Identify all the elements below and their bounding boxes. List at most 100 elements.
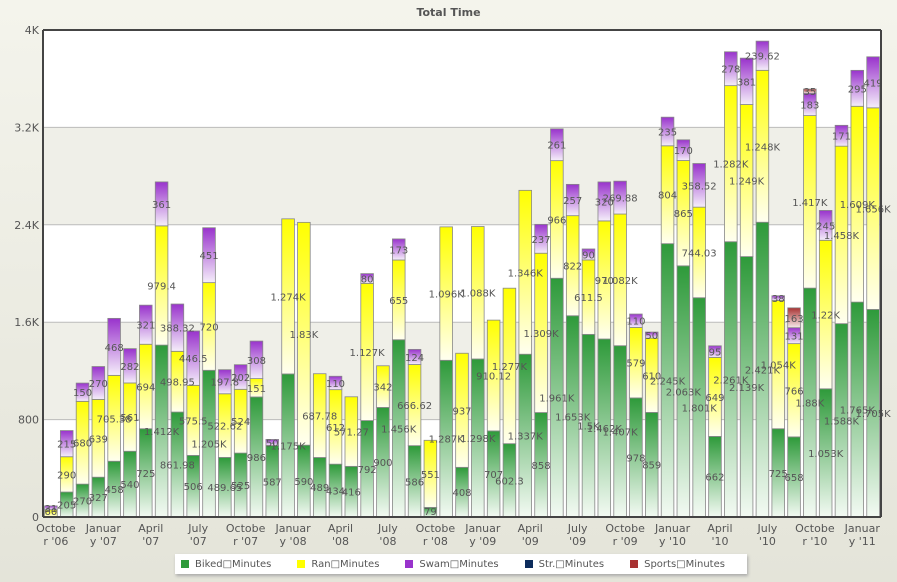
data-label: 586 xyxy=(405,477,424,488)
legend-item[interactable]: Biked□Minutes xyxy=(181,559,271,570)
data-label: 662 xyxy=(705,473,724,484)
bar-segment xyxy=(218,369,232,395)
x-tick-label: y '10 xyxy=(659,535,686,548)
bar-segment xyxy=(360,273,374,284)
x-tick-label: July xyxy=(567,522,588,535)
data-label: 416 xyxy=(342,488,361,499)
bar-segment xyxy=(139,304,153,345)
data-label: 489.65 xyxy=(207,483,242,494)
legend-label: Biked□Minutes xyxy=(195,558,272,570)
data-label: 666.62 xyxy=(397,401,432,412)
bar-segment xyxy=(423,439,438,508)
bar-segment xyxy=(344,396,359,467)
data-label: 321 xyxy=(136,321,155,332)
legend-item[interactable]: Sports□Minutes xyxy=(630,559,725,570)
data-label: 215 xyxy=(57,440,76,451)
data-label: 590 xyxy=(294,477,313,488)
data-label: 725 xyxy=(769,469,788,480)
data-label: 95 xyxy=(709,348,722,359)
data-label: 50 xyxy=(266,438,279,449)
data-label: 2.139K xyxy=(729,383,765,394)
bar-segment xyxy=(834,124,849,147)
data-label: 859 xyxy=(642,461,661,472)
data-label: 861.98 xyxy=(160,461,195,472)
data-label: 205 xyxy=(57,501,76,512)
x-tick-label: April xyxy=(138,522,163,535)
bar-segment xyxy=(439,226,453,361)
data-label: 1.656K xyxy=(856,205,892,216)
bar-segment xyxy=(850,69,865,107)
data-label: 1.462K xyxy=(587,424,623,435)
data-label: 966 xyxy=(547,215,566,226)
bar-segment xyxy=(107,317,121,376)
x-tick-label: '07 xyxy=(190,535,207,548)
y-tick-label: 1.6K xyxy=(14,316,39,329)
data-label: 237 xyxy=(532,235,551,246)
bar-segment xyxy=(739,57,754,105)
data-label: 1.282K xyxy=(713,160,749,171)
bar-segment xyxy=(708,345,722,358)
data-label: 611.5 xyxy=(574,293,603,304)
data-label: 587 xyxy=(263,477,282,488)
data-label: 725 xyxy=(136,469,155,480)
data-label: 295 xyxy=(848,84,867,95)
x-tick-label: '10 xyxy=(759,535,776,548)
data-label: 60 xyxy=(45,507,58,518)
data-label: 525 xyxy=(231,481,250,492)
x-tick-label: r '06 xyxy=(43,535,68,548)
y-tick-label: 4K xyxy=(25,24,40,37)
bar-segment xyxy=(866,56,880,109)
legend-item[interactable]: Str.□Minutes xyxy=(524,559,604,570)
bar-segment xyxy=(486,319,501,432)
data-label: 1.287K xyxy=(429,435,465,446)
legend-label: Ran□Minutes xyxy=(311,558,380,570)
bar-segment xyxy=(550,128,564,162)
data-label: 124 xyxy=(405,353,424,364)
x-tick-label: r '07 xyxy=(233,535,258,548)
legend-swatch xyxy=(524,560,533,568)
data-label: 744.03 xyxy=(682,248,717,259)
data-label: 766 xyxy=(784,386,803,397)
x-tick-label: April xyxy=(518,522,543,535)
data-label: 1.082K xyxy=(603,276,639,287)
legend-item[interactable]: Ran□Minutes xyxy=(297,559,379,570)
data-label: 235 xyxy=(658,127,677,138)
x-tick-label: Januar xyxy=(274,522,311,535)
data-label: 197.8 xyxy=(211,378,240,389)
data-label: 979.4 xyxy=(147,281,176,292)
data-label: 694 xyxy=(136,382,155,393)
legend-swatch xyxy=(630,560,639,568)
data-label: 80 xyxy=(361,274,374,285)
data-label: 655 xyxy=(389,296,408,307)
x-tick-label: July xyxy=(377,522,398,535)
data-label: 658 xyxy=(784,473,803,484)
legend-swatch xyxy=(297,560,306,568)
data-label: 239.62 xyxy=(745,52,780,63)
data-label: 720 xyxy=(199,322,218,333)
x-tick-label: July xyxy=(757,522,778,535)
data-label: 1.248K xyxy=(745,142,781,153)
bar-segment xyxy=(803,88,817,94)
bar-segment xyxy=(91,366,106,400)
legend-item[interactable]: Swam□Minutes xyxy=(405,559,499,570)
bar-segment xyxy=(787,307,801,329)
data-label: 434 xyxy=(326,487,345,498)
data-label: 1.83K xyxy=(289,330,318,341)
bar-segment xyxy=(818,210,833,241)
data-label: 451 xyxy=(199,251,218,262)
x-tick-label: Januar xyxy=(464,522,501,535)
x-tick-label: Octobe xyxy=(416,522,456,535)
data-label: 1.588K xyxy=(824,416,860,427)
data-label: 50 xyxy=(645,331,658,342)
data-label: 419 xyxy=(864,78,883,89)
bar-segment xyxy=(502,287,517,445)
data-label: 687.78 xyxy=(302,412,337,423)
data-label: 282 xyxy=(120,362,139,373)
data-label: 680 xyxy=(73,439,92,450)
data-label: 2.063K xyxy=(666,387,702,398)
data-label: 1.609K xyxy=(840,200,876,211)
data-label: 1.337K xyxy=(508,432,544,443)
data-label: 202 xyxy=(231,373,250,384)
data-label: 2.245K xyxy=(650,376,686,387)
